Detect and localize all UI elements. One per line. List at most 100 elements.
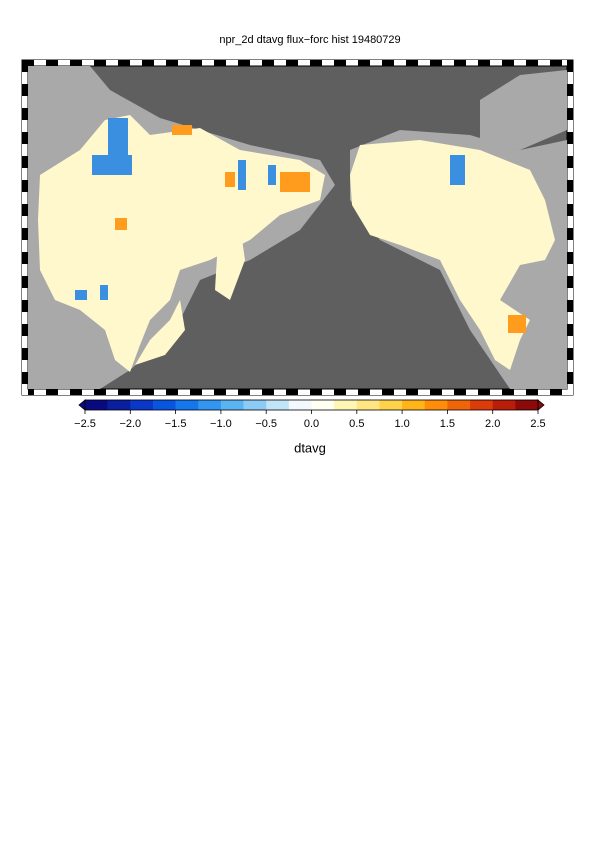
colorbar-tick-label: −1.5: [165, 418, 187, 430]
colorbar-tick-label: −1.0: [210, 418, 232, 430]
land-arctic-islands: [480, 70, 567, 150]
frame-check: [526, 389, 538, 395]
frame-check: [58, 60, 70, 66]
frame-check: [406, 389, 418, 395]
frame-check: [567, 240, 573, 252]
frame-check: [274, 60, 286, 66]
frame-check: [22, 276, 28, 288]
frame-check: [166, 389, 178, 395]
frame-check: [334, 60, 346, 66]
frame-check: [94, 389, 106, 395]
frame-check: [418, 389, 430, 395]
frame-check: [22, 384, 28, 395]
frame-check: [142, 389, 154, 395]
frame-check: [514, 389, 526, 395]
frame-check: [106, 389, 118, 395]
frame-check: [430, 389, 442, 395]
colorbar-segment: [243, 400, 267, 410]
colorbar-segment: [85, 400, 108, 410]
frame-check: [22, 84, 28, 96]
frame-check: [22, 168, 28, 180]
frame-check: [322, 60, 334, 66]
frame-check: [490, 389, 502, 395]
frame-check: [22, 300, 28, 312]
frame-check: [358, 60, 370, 66]
frame-check: [178, 60, 190, 66]
frame-check: [34, 60, 46, 66]
frame-check: [22, 204, 28, 216]
frame-check: [567, 384, 573, 395]
frame-check: [46, 389, 58, 395]
frame-check: [567, 372, 573, 384]
frame-check: [154, 389, 166, 395]
colorbar-segment: [515, 400, 539, 410]
colorbar-segment: [288, 400, 312, 410]
frame-check: [478, 60, 490, 66]
frame-check: [567, 360, 573, 372]
colorbar-segment: [356, 400, 380, 410]
frame-check: [142, 60, 154, 66]
frame-check: [310, 60, 322, 66]
frame-check: [22, 192, 28, 204]
frame-check: [567, 72, 573, 84]
frame-check: [250, 389, 262, 395]
frame-check: [214, 389, 226, 395]
frame-check: [286, 60, 298, 66]
frame-check: [214, 60, 226, 66]
frame-check: [22, 96, 28, 108]
colorbar-tick-label: −2.5: [74, 418, 96, 430]
frame-check: [346, 60, 358, 66]
colorbar-label: dtavg: [294, 440, 326, 455]
colorbar-segment: [402, 400, 426, 410]
frame-check: [567, 264, 573, 276]
frame-check: [22, 228, 28, 240]
frame-check: [70, 60, 82, 66]
colorbar-tick-label: 0.0: [304, 418, 319, 430]
data-anomaly-cold: [75, 118, 465, 300]
frame-check: [94, 60, 106, 66]
frame-check: [442, 60, 454, 66]
colorbar-segment: [447, 400, 471, 410]
frame-check: [526, 60, 538, 66]
frame-check: [238, 389, 250, 395]
data-field-japan: [135, 300, 185, 365]
frame-check: [22, 72, 28, 84]
colorbar-segment: [175, 400, 199, 410]
frame-check: [238, 60, 250, 66]
frame-check: [567, 276, 573, 288]
data-field-kamchatka: [215, 225, 245, 300]
frame-check: [154, 60, 166, 66]
frame-check: [22, 312, 28, 324]
data-field-asia: [38, 115, 325, 372]
frame-check: [322, 389, 334, 395]
frame-check: [190, 60, 202, 66]
frame-check: [567, 120, 573, 132]
frame-check: [310, 389, 322, 395]
frame-check: [406, 60, 418, 66]
data-anomaly-warm: [115, 125, 526, 333]
frame-check: [567, 228, 573, 240]
colorbar-tick-label: 1.0: [394, 418, 409, 430]
colorbar-segment: [107, 400, 131, 410]
frame-check: [22, 264, 28, 276]
colorbar-tick-label: 1.5: [440, 418, 455, 430]
frame-check: [274, 389, 286, 395]
frame-check: [567, 300, 573, 312]
colorbar-tick-label: −0.5: [255, 418, 277, 430]
frame-check: [82, 389, 94, 395]
frame-check: [202, 60, 214, 66]
colorbar-tick-label: 0.5: [349, 418, 364, 430]
colorbar-tick-label: 2.5: [530, 418, 545, 430]
frame-check: [190, 389, 202, 395]
frame-check: [118, 60, 130, 66]
frame-check: [430, 60, 442, 66]
frame-check: [298, 60, 310, 66]
frame-check: [567, 108, 573, 120]
frame-check: [382, 60, 394, 66]
frame-check: [478, 389, 490, 395]
frame-check: [202, 389, 214, 395]
colorbar-segment: [311, 400, 335, 410]
frame-check: [70, 389, 82, 395]
frame-check: [226, 389, 238, 395]
